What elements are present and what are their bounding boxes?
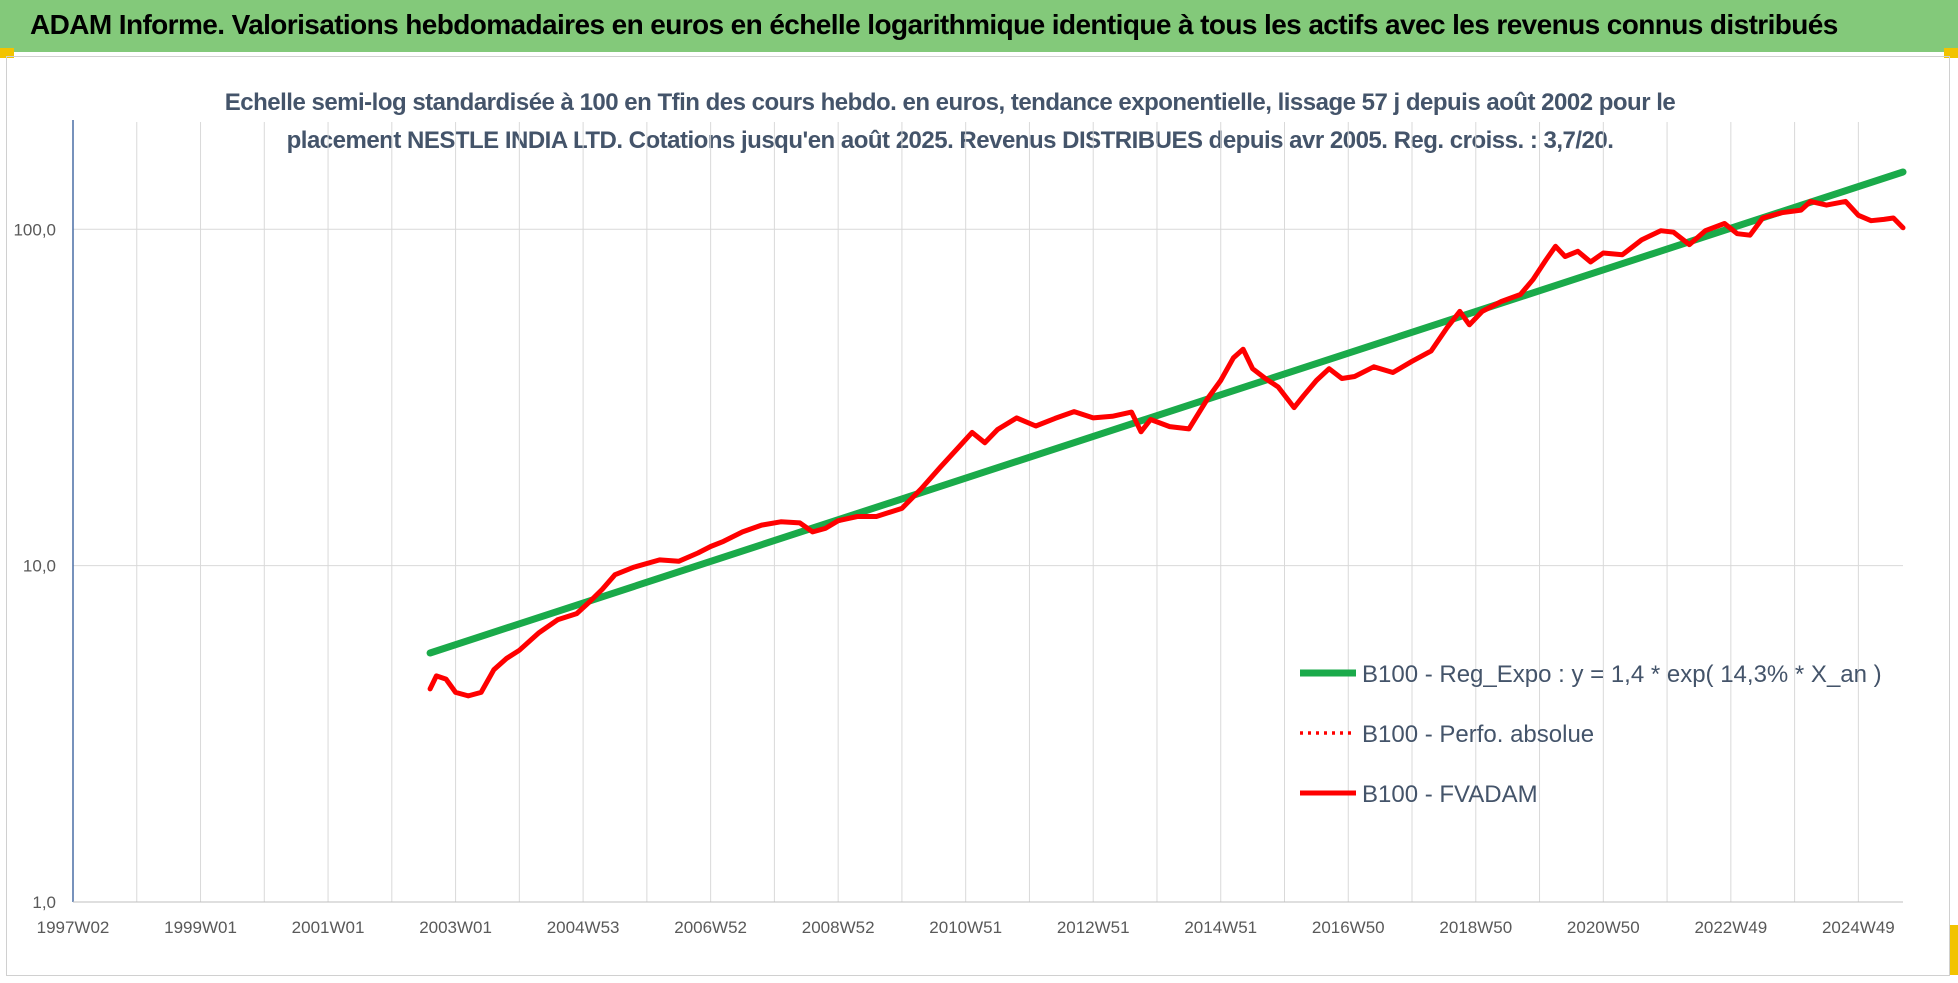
chart-title-line-1: Echelle semi-log standardisée à 100 en T…: [224, 89, 1676, 116]
y-tick-label: 1,0: [32, 893, 56, 912]
corner-mark-bottom-right: [1950, 925, 1958, 975]
x-tick-label: 2001W01: [292, 918, 365, 937]
corner-mark-top-right: [1944, 48, 1958, 58]
legend-item-fvadam-label: B100 - FVADAM: [1362, 781, 1538, 808]
corner-mark-top-left: [0, 48, 14, 58]
series-line-reg-expo: [426, 168, 1907, 657]
x-tick-label: 2018W50: [1439, 918, 1512, 937]
tick-labels: 1,0 10,0 100,0 1997W02 1999W01 2001W01 2003W01…: [13, 220, 1894, 937]
y-tick-label: 100,0: [13, 220, 56, 239]
y-tick-label: 10,0: [23, 557, 56, 576]
x-tick-label: 2012W51: [1057, 918, 1130, 937]
chart-title-line-2: placement NESTLE INDIA LTD. Cotations ju…: [286, 127, 1614, 154]
x-tick-label: 2022W49: [1694, 918, 1767, 937]
x-tick-label: 2003W01: [419, 918, 492, 937]
x-tick-label: 2008W52: [802, 918, 875, 937]
x-tick-label: 2004W53: [547, 918, 620, 937]
x-tick-label: 2010W51: [929, 918, 1002, 937]
legend-item-reg-expo-label: B100 - Reg_Expo : y = 1,4 * exp( 14,3% *…: [1362, 661, 1882, 688]
x-tick-label: 1999W01: [164, 918, 237, 937]
grid-lines: [72, 122, 1903, 903]
report-header-bar: ADAM Informe. Valorisations hebdomadaire…: [0, 0, 1958, 52]
chart-frame: [6, 56, 1950, 976]
report-header-title: ADAM Informe. Valorisations hebdomadaire…: [30, 9, 1838, 40]
x-tick-label: 1997W02: [37, 918, 110, 937]
legend-item-perfo-absolue-label: B100 - Perfo. absolue: [1362, 721, 1594, 748]
x-tick-label: 2024W49: [1822, 918, 1895, 937]
x-tick-label: 2020W50: [1567, 918, 1640, 937]
axes: [72, 120, 1903, 903]
x-tick-label: 2016W50: [1312, 918, 1385, 937]
series-lines: [426, 168, 1907, 699]
x-tick-label: 2014W51: [1184, 918, 1257, 937]
x-tick-label: 2006W52: [674, 918, 747, 937]
series-line-fvadam: [427, 198, 1906, 699]
chart-title: Echelle semi-log standardisée à 100 en T…: [180, 84, 1720, 160]
legend: B100 - Reg_Expo : y = 1,4 * exp( 14,3% *…: [1300, 661, 1882, 808]
